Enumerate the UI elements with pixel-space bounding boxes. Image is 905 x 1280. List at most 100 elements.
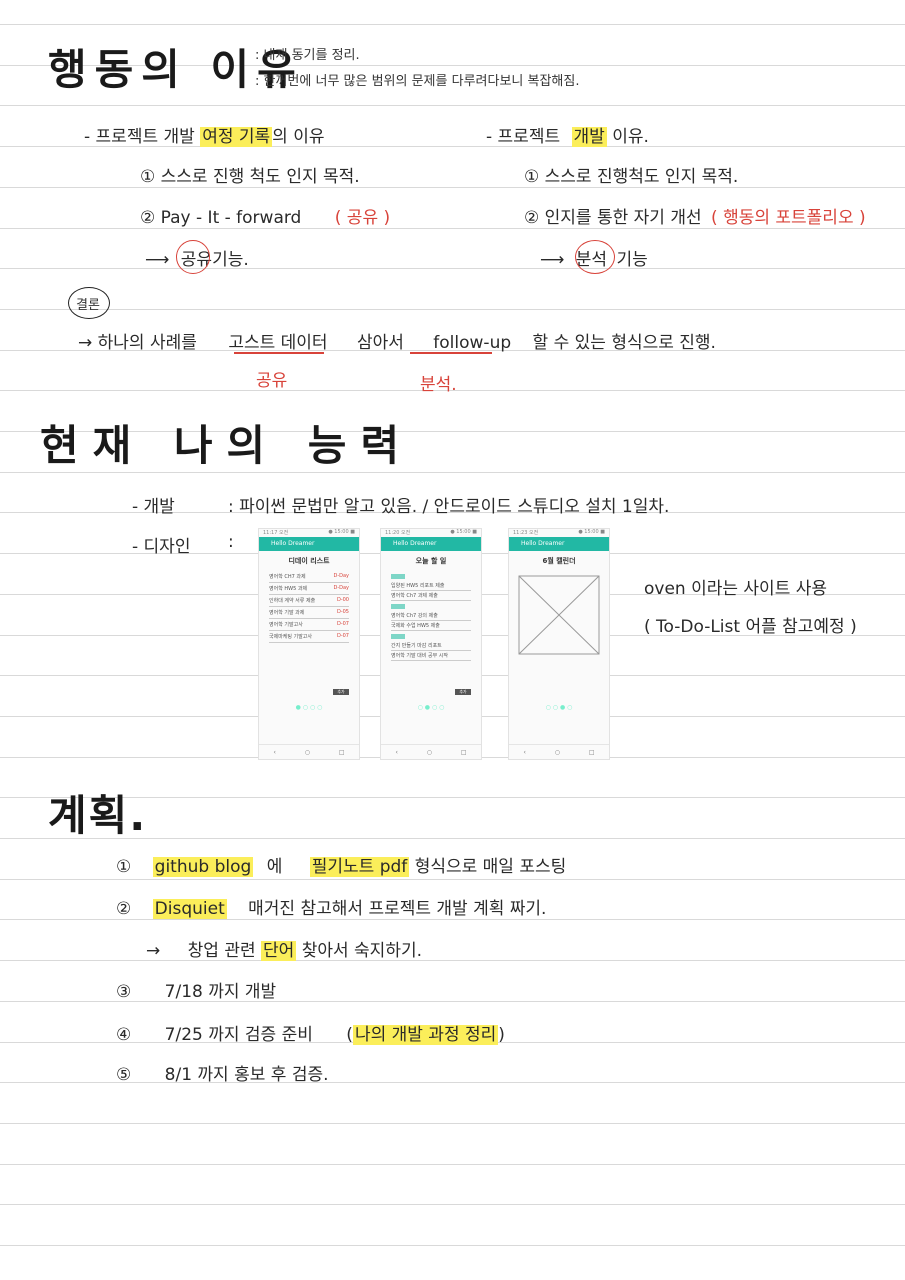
conclusion-underlined-2: follow-up [433,333,512,353]
dday-row-name: 인하대 계약 서류 제출 [269,598,316,604]
circle-mark-icon [68,287,110,319]
ruled-line [0,65,905,66]
right-item-2-red: ( 행동의 포트폴리오 ) [711,208,866,228]
section-title-ability: 현재 나의 능력 [40,421,414,470]
ruled-line [0,1204,905,1205]
right-heading-pre: - 프로젝트 [486,127,561,147]
todo-line: 입양된 HW5 리포트 제출 [391,581,471,591]
ruled-line [0,1082,905,1083]
red-underline [410,352,492,354]
conclusion-sub-1: 공유 [256,371,288,391]
left-item-1: ① 스스로 진행 척도 인지 목적. [140,167,360,187]
ruled-line [0,146,905,147]
ruled-line [0,1123,905,1124]
right-heading: - 프로젝트 개발 이유. [486,122,649,147]
dday-row-name: 국제마케팅 기말고사 [269,634,312,640]
plan-item-2-sub: → 창업 관련 단어 찾아서 숙지하기. [146,941,423,961]
design-label: - 디자인 [132,537,191,557]
left-heading: - 프로젝트 개발 여정 기록 의 이유 [84,122,325,147]
ruled-line [0,919,905,920]
right-heading-post: 이유. [612,127,649,147]
ruled-line [0,1001,905,1002]
plan-item-2: ② Disquiet 매거진 참고해서 프로젝트 개발 계획 짜기. [116,899,547,919]
left-item-2-text: ② Pay - It - forward [140,208,302,228]
ruled-line [0,350,905,351]
dday-row-value: D-00 [336,597,349,603]
ruled-line [0,960,905,961]
todo-line: 국제화 수업 HW5 제출 [391,621,471,631]
ruled-line [0,1245,905,1246]
ruled-line [0,187,905,188]
arrow-icon: → [146,941,161,961]
ruled-line [0,268,905,269]
dday-row-value: D-Day [333,573,349,579]
note-line-2: : 한꺼번에 너무 많은 범위의 문제를 다루려다보니 복잡해짐. [255,74,580,89]
phone-mockup-todo: 11:20 오전 ● 15:00 ■ Hello Dreamer 오늘 할 일 입… [380,528,482,760]
conclusion-sub-2: 분석. [420,375,457,395]
todo-list: 입양된 HW5 리포트 제출 영어학 Ch7 과제 제출 영어학 Ch7 강의 제출… [381,571,481,661]
phone-add-button: 추가 [333,689,349,695]
page-dots-icon: ● ○ ○ ○ [295,704,323,711]
red-underline [234,352,324,354]
todo-app-note: ( To-Do-List 어플 참고예정 ) [644,617,857,637]
dday-list: 영어학 CH7 과제 D-Day 영어학 HW5 과제 D-Day 인하대 계약 서류 … [259,571,359,643]
ruled-line [0,879,905,880]
phone-status-bar: 11:20 오전 ● 15:00 ■ [385,529,477,536]
phone-mockup-dday: 11:17 오전 ● 15:00 ■ Hello Dreamer 디데이 리스트 … [258,528,360,760]
ruled-line [0,309,905,310]
dday-row-name: 영어학 HW5 과제 [269,586,308,592]
todo-line: 영어학 Ch7 과제 제출 [391,591,471,601]
arrow-icon: ⟶ [540,250,565,270]
dev-text: : 파이썬 문법만 알고 있음. / 안드로이드 스튜디오 설치 1일차. [228,497,670,517]
dday-row: 영어학 기말 과제 D-05 [269,607,349,619]
dday-row-name: 영어학 CH7 과제 [269,574,306,580]
phone-nav-bar: ‹ ○ □ [381,744,481,759]
ruled-line [0,105,905,106]
todo-tag-icon [391,634,405,639]
plan-item-4-highlight: 나의 개발 과정 정리 [352,1025,499,1045]
phone-app-bar: Hello Dreamer [381,537,481,551]
todo-line: 영어학 기말 대비 공부 시작 [391,651,471,661]
dev-label: - 개발 [132,497,175,517]
right-heading-highlight: 개발 [571,127,607,147]
section-title-plan: 계획. [48,791,148,840]
plan-item-3: ③ 7/18 까지 개발 [116,982,277,1002]
left-item-2-red: ( 공유 ) [334,208,391,228]
dday-row-name: 영어학 기말 과제 [269,610,305,616]
todo-tag-icon [391,604,405,609]
section-title-reason: 행동의 이유 [48,45,304,94]
todo-tag-icon [391,574,405,579]
conclusion-label: 결론 [76,298,100,313]
conclusion-pre: → 하나의 사례를 [78,333,197,353]
phone-title: 디데이 리스트 [288,557,330,565]
plan-item-5: ⑤ 8/1 까지 홍보 후 검증. [116,1065,329,1085]
right-item-1: ① 스스로 진행척도 인지 목적. [524,167,739,187]
plan-item-4: ④ 7/25 까지 검증 준비 (나의 개발 과정 정리) [116,1025,505,1045]
phone-add-button: 추가 [455,689,471,695]
dday-row-value: D-05 [336,609,349,615]
ruled-line [0,472,905,473]
note-line-1: : 내재 동기를 정리. [255,48,360,63]
page-dots-icon: ○ ● ○ ○ [417,704,445,711]
phone-app-bar: Hello Dreamer [259,537,359,551]
dday-row-name: 영어학 기말고사 [269,622,303,628]
phone-app-bar: Hello Dreamer [509,537,609,551]
ruled-line [0,390,905,391]
ruled-line [0,228,905,229]
right-item-2: ② 인지를 통한 자기 개선 ( 행동의 포트폴리오 ) [524,203,866,228]
dday-row: 영어학 HW5 과제 D-Day [269,583,349,595]
ruled-line [0,512,905,513]
ruled-line [0,838,905,839]
oven-note: oven 이라는 사이트 사용 [644,579,828,599]
left-heading-pre: - 프로젝트 개발 [84,127,195,147]
calendar-placeholder-icon [518,575,600,655]
plan-item-1-highlight-1: github blog [152,857,254,877]
phone-status-bar: 11:17 오전 ● 15:00 ■ [263,529,355,536]
right-arrow-post: 기능 [616,250,648,270]
ruled-line [0,797,905,798]
phone-nav-bar: ‹ ○ □ [509,744,609,759]
circle-mark-icon [176,240,210,274]
conclusion-text: → 하나의 사례를 고스트 데이터 삼아서 follow-up 할 수 있는 형… [78,328,716,353]
dday-row-value: D-07 [336,621,349,627]
page-dots-icon: ○ ○ ● ○ [545,704,573,711]
